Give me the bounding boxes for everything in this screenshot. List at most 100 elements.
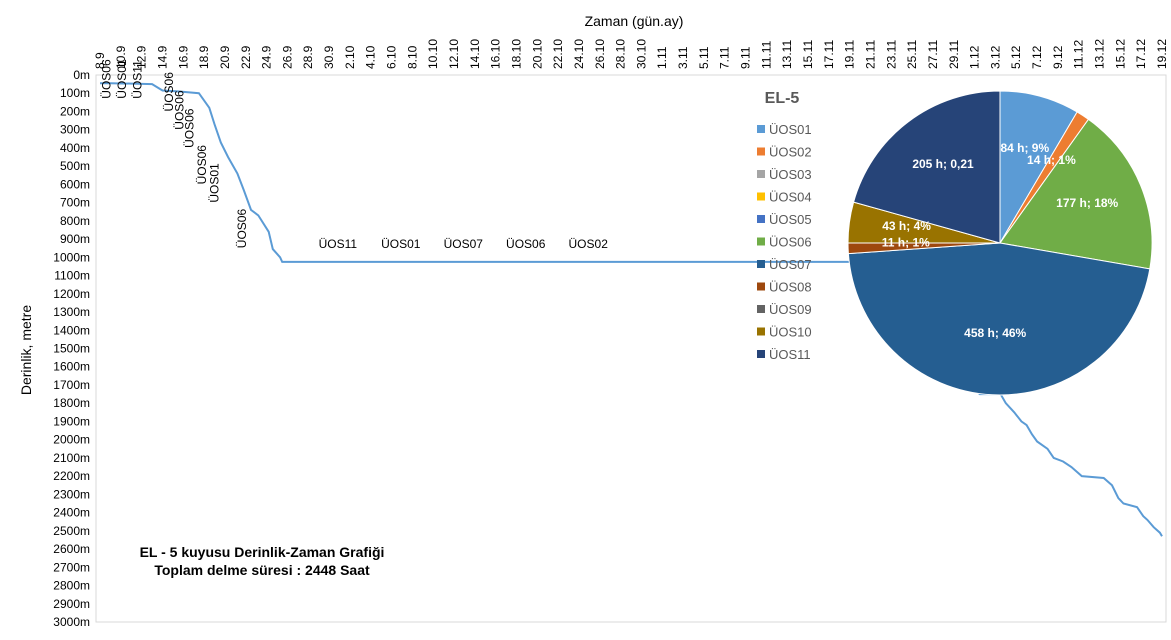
- x-tick-label: 15.12: [1113, 39, 1127, 69]
- depth-annotations: ÜOS06 ÜOS01 ÜOS11 ÜOS06ÜOS06ÜOS06ÜOS06ÜOS01…: [99, 59, 608, 251]
- legend-swatch: [757, 192, 765, 201]
- legend-swatch: [757, 215, 765, 223]
- x-tick-label: 21.11: [863, 40, 877, 69]
- x-tick-label: 18.9: [197, 45, 211, 69]
- x-tick-label: 13.11: [780, 40, 794, 69]
- legend-swatch: [757, 327, 765, 336]
- y-tick-label: 300m: [60, 123, 90, 137]
- pie-slice: [847, 242, 1151, 396]
- x-tick-label: 5.11: [697, 46, 711, 69]
- x-tick-label: 11.12: [1072, 40, 1086, 69]
- annotation-label: ÜOS06: [183, 108, 197, 148]
- legend-swatch: [757, 305, 765, 313]
- legend-swatch: [757, 237, 765, 246]
- x-tick-label: 9.11: [739, 46, 753, 69]
- y-tick-label: 2700m: [53, 560, 90, 574]
- x-tick-label: 9.12: [1051, 45, 1065, 69]
- x-tick-label: 27.11: [926, 40, 940, 69]
- x-tick-label: 17.12: [1134, 39, 1148, 69]
- legend-label: ÜOS04: [769, 190, 812, 205]
- y-axis-label: Derinlik, metre: [18, 305, 34, 395]
- y-tick-label: 100m: [60, 86, 90, 100]
- x-tick-label: 2.10: [343, 45, 357, 69]
- x-tick-label: 1.11: [655, 46, 669, 69]
- x-tick-label: 28.9: [301, 45, 315, 69]
- annotation-label: ÜOS01: [208, 163, 222, 203]
- y-tick-label: 700m: [60, 196, 90, 210]
- x-tick-label: 29.11: [947, 40, 961, 69]
- x-tick-label: 18.10: [509, 39, 523, 69]
- x-axis-label: Zaman (gün.ay): [585, 13, 684, 29]
- annotation-label: ÜOS06: [162, 72, 176, 112]
- x-tick-label: 10.10: [426, 39, 440, 69]
- y-tick-label: 1700m: [53, 378, 90, 392]
- y-tick-label: 3000m: [53, 615, 90, 629]
- x-tick-label: 28.10: [614, 39, 628, 69]
- annotation-label: ÜOS06: [195, 145, 209, 185]
- pie-data-label: 177 h; 18%: [1056, 196, 1118, 210]
- y-tick-label: 400m: [60, 141, 90, 155]
- pie-data-label: 14 h; 1%: [1027, 153, 1076, 167]
- legend-label: ÜOS06: [769, 235, 812, 250]
- y-tick-label: 1600m: [53, 360, 90, 374]
- annotation-label: ÜOS01: [381, 237, 421, 251]
- x-tick-label: 11.11: [759, 40, 773, 69]
- y-tick-label: 900m: [60, 232, 90, 246]
- y-tick-label: 200m: [60, 104, 90, 118]
- annotation-label: ÜOS06: [99, 59, 113, 99]
- pie-data-label: 11 h; 1%: [882, 235, 930, 249]
- chart-title: EL - 5 kuyusu Derinlik-Zaman Grafiği: [140, 544, 385, 560]
- x-tick-label: 22.10: [551, 39, 565, 69]
- y-tick-label: 2500m: [53, 524, 90, 538]
- x-tick-label: 5.12: [1009, 45, 1023, 69]
- x-tick-label: 17.11: [822, 40, 836, 69]
- y-tick-label: 2000m: [53, 433, 90, 447]
- annotation-label: ÜOS07: [444, 237, 484, 251]
- annotation-label: ÜOS11: [319, 237, 358, 251]
- y-tick-label: 1200m: [53, 287, 90, 301]
- pie-data-label: 43 h; 4%: [882, 219, 931, 233]
- legend-swatch: [757, 282, 765, 291]
- x-tick-label: 19.12: [1155, 39, 1169, 69]
- x-tick-label: 20.9: [218, 45, 232, 69]
- y-tick-label: 1900m: [53, 414, 90, 428]
- x-tick-label: 3.11: [676, 46, 690, 69]
- y-tick-label: 0m: [73, 68, 90, 82]
- x-tick-label: 16.10: [489, 39, 503, 69]
- x-tick-labels: 8.9 10.9 12.9 14.9 16.9 18.9 20.9 22.9 24.9 26.9 2…: [93, 39, 1169, 69]
- x-tick-label: 12.9: [135, 45, 149, 69]
- pie-slice: [999, 118, 1153, 270]
- x-tick-label: 10.9: [114, 45, 128, 69]
- x-tick-label: 1.12: [968, 45, 982, 69]
- legend-label: ÜOS10: [769, 325, 812, 340]
- x-tick-label: 7.12: [1030, 45, 1044, 69]
- x-tick-label: 4.10: [364, 45, 378, 69]
- y-tick-label: 1400m: [53, 323, 90, 337]
- annotation-label: ÜOS11: [131, 60, 145, 99]
- annotation-label: ÜOS06: [506, 237, 546, 251]
- x-tick-label: 7.11: [718, 46, 732, 69]
- x-tick-label: 16.9: [176, 45, 190, 69]
- y-tick-label: 2900m: [53, 597, 90, 611]
- pie-data-label: 205 h; 0,21: [912, 157, 974, 171]
- x-tick-label: 20.10: [530, 39, 544, 69]
- y-tick-label: 2400m: [53, 506, 90, 520]
- y-tick-label: 1300m: [53, 305, 90, 319]
- pie-data-label: 458 h; 46%: [964, 326, 1026, 340]
- legend-swatch: [757, 125, 765, 133]
- legend-swatch: [757, 350, 765, 358]
- legend-swatch: [757, 260, 765, 268]
- x-tick-label: 13.12: [1093, 39, 1107, 69]
- y-tick-label: 2100m: [53, 451, 90, 465]
- pie-title: EL-5: [765, 90, 800, 107]
- legend-label: ÜOS09: [769, 302, 812, 317]
- x-tick-label: 24.9: [260, 45, 274, 69]
- x-tick-label: 3.12: [988, 45, 1002, 69]
- x-tick-label: 26.10: [593, 39, 607, 69]
- y-tick-label: 1500m: [53, 342, 90, 356]
- legend-label: ÜOS08: [769, 280, 812, 295]
- x-tick-label: 14.9: [155, 45, 169, 69]
- y-tick-label: 2300m: [53, 487, 90, 501]
